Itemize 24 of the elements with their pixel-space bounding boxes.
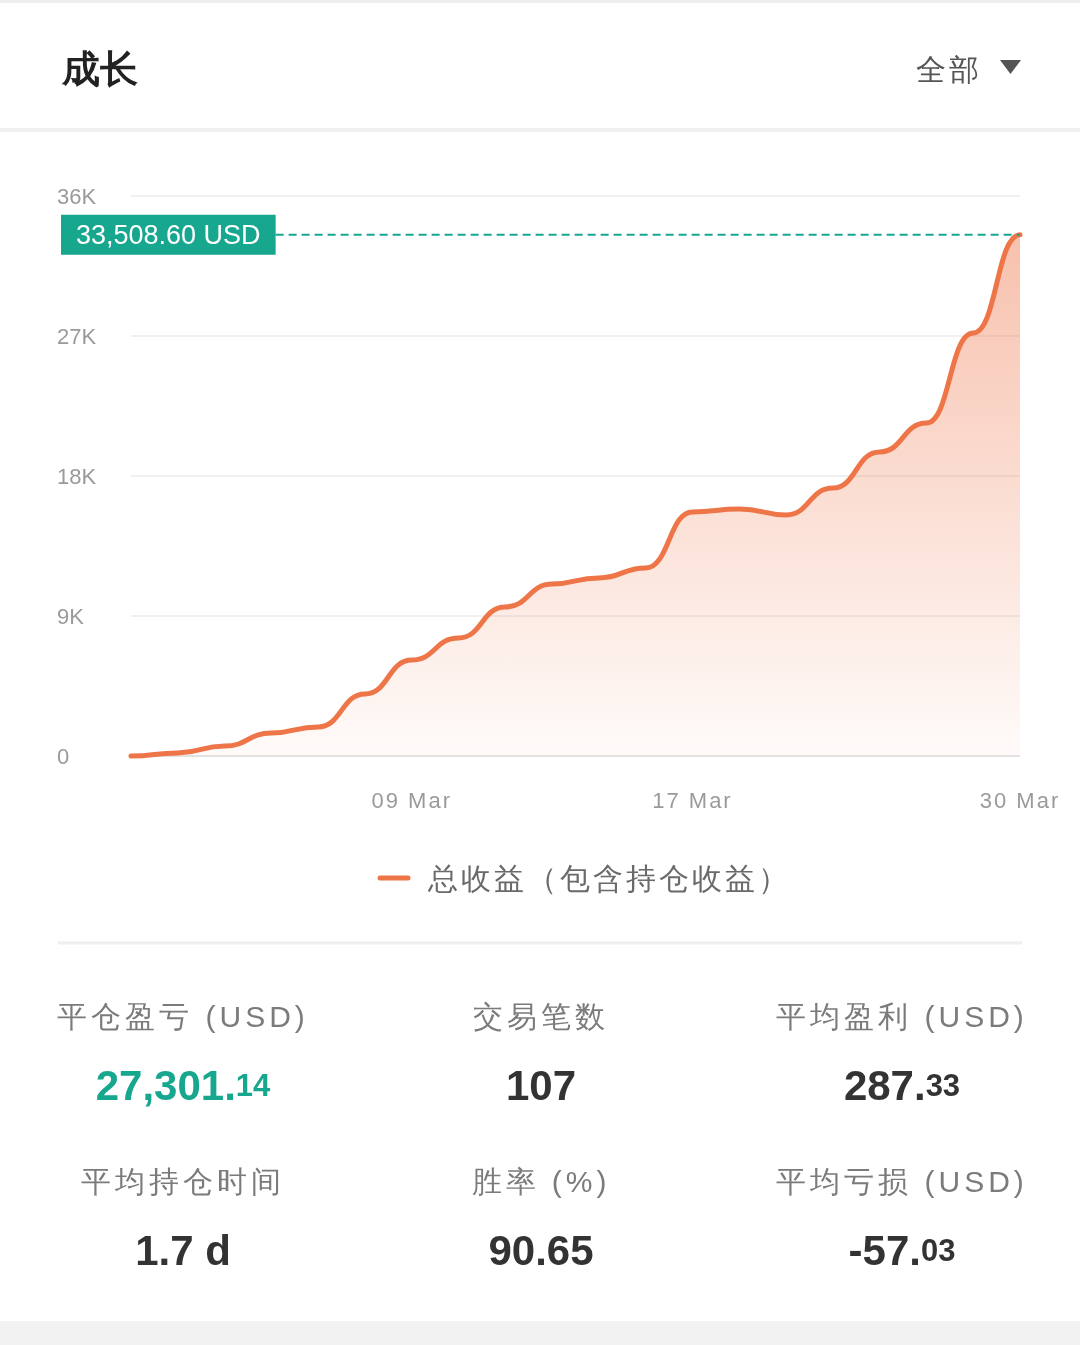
x-tick-label: 17 Mar: [652, 788, 733, 813]
y-tick-label: 18K: [57, 463, 97, 489]
text: 平均盈利 (USD): [776, 999, 1028, 1033]
selector: 全部: [916, 53, 1021, 86]
text: 90.65: [488, 1226, 594, 1274]
text: 107: [505, 1061, 577, 1109]
y-tick-label: 27K: [57, 323, 97, 349]
text: 27,301.14: [95, 1061, 272, 1109]
chart-title: 成长: [61, 48, 138, 90]
x-tick-label: 09 Mar: [371, 788, 452, 813]
y-tick-label: 0: [57, 743, 70, 769]
text: 287.33: [843, 1061, 961, 1109]
text: 胜率 (%): [471, 1164, 611, 1198]
y-tick-label: 9K: [57, 603, 85, 629]
ref-line-label: 33,508.60 USD: [76, 219, 261, 250]
text: 平均持仓时间: [81, 1164, 285, 1198]
text: -57.03: [848, 1226, 956, 1274]
text: 平均亏损 (USD): [776, 1164, 1028, 1198]
text: 1.7 d: [135, 1226, 231, 1274]
text: 交易笔数: [473, 999, 609, 1033]
y-tick-label: 36K: [57, 183, 97, 209]
x-tick-label: 30 Mar: [979, 788, 1061, 813]
text: 平仓盈亏 (USD): [57, 999, 309, 1033]
legend-label: 总收益（包含持仓收益）: [427, 861, 791, 895]
